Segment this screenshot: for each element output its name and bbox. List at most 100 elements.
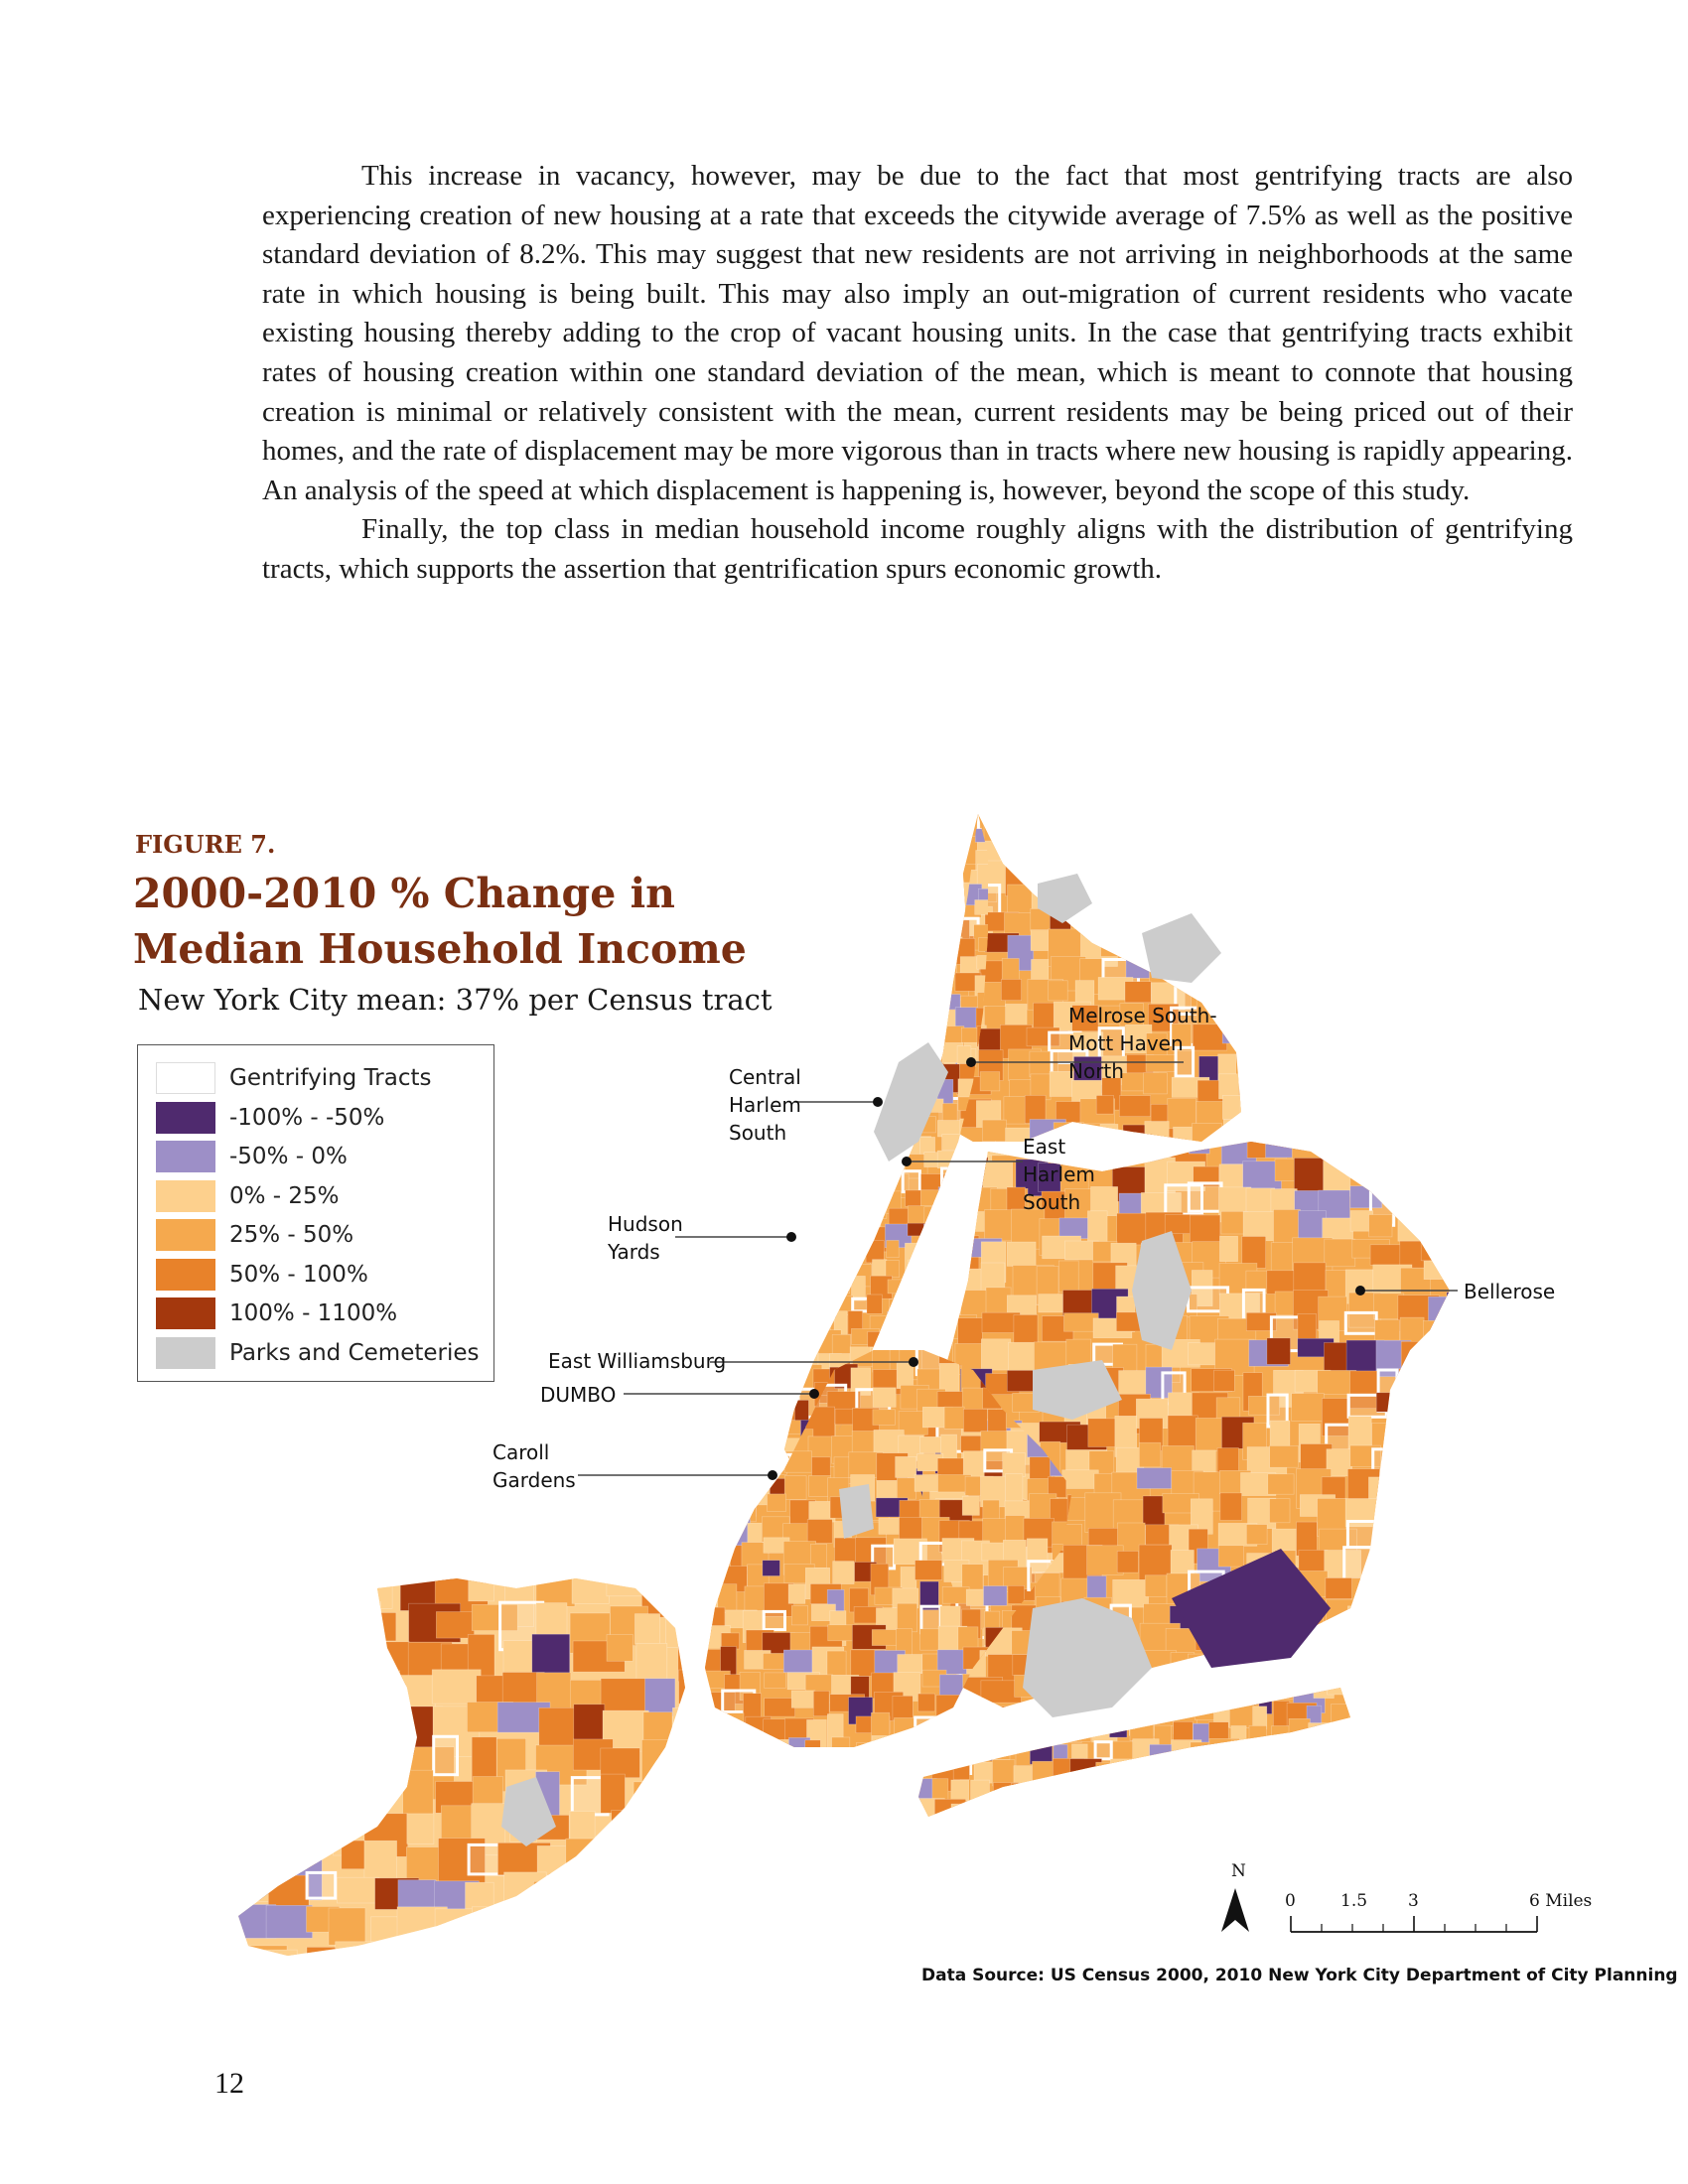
tract	[671, 1774, 685, 1816]
tract	[1267, 1805, 1293, 1817]
legend-swatch	[156, 1258, 215, 1291]
tract	[914, 1239, 942, 1276]
tract	[888, 833, 916, 859]
tract	[962, 1450, 985, 1478]
tract	[784, 1013, 794, 1039]
tract	[1168, 1688, 1185, 1714]
tract	[238, 1809, 288, 1845]
tract	[1143, 1683, 1165, 1707]
tract	[1108, 1779, 1126, 1802]
tract	[1195, 857, 1217, 889]
tract	[739, 1493, 757, 1523]
central-park	[874, 1042, 948, 1161]
tract	[744, 1452, 774, 1476]
tract	[793, 1224, 812, 1248]
tract	[744, 1350, 778, 1379]
tract	[304, 1707, 334, 1761]
tract	[1119, 1095, 1152, 1117]
tract	[979, 1071, 1001, 1092]
tract	[1398, 1368, 1427, 1408]
tract	[1288, 1718, 1311, 1748]
north-arrow: N	[1221, 1861, 1249, 1932]
tract	[260, 1578, 301, 1615]
tract	[1287, 1740, 1311, 1756]
tract	[472, 1776, 503, 1805]
tract	[1327, 1688, 1350, 1696]
tract	[963, 1409, 988, 1433]
tract	[1330, 1758, 1348, 1775]
tract	[832, 904, 853, 923]
tract	[1346, 1761, 1350, 1787]
tract	[853, 1042, 880, 1068]
tract	[1150, 885, 1188, 919]
tract	[1195, 886, 1221, 914]
tract	[957, 814, 975, 831]
tract	[1266, 1337, 1291, 1365]
tract	[917, 916, 935, 939]
tract	[272, 1742, 304, 1777]
tract	[784, 1028, 802, 1046]
tract	[832, 1227, 853, 1255]
tract	[794, 1010, 818, 1024]
tract	[598, 1950, 633, 1956]
tract	[831, 1102, 846, 1130]
tract	[835, 1011, 861, 1038]
tract	[1130, 1783, 1153, 1811]
tract	[675, 1813, 685, 1845]
tract	[1116, 1212, 1152, 1246]
tract	[834, 971, 861, 1003]
tract	[1451, 1522, 1472, 1552]
tract	[830, 887, 852, 915]
tract	[1269, 1445, 1299, 1468]
tract	[784, 831, 799, 846]
legend-swatch	[156, 1297, 215, 1329]
tract	[1000, 979, 1022, 1002]
tract	[1342, 1679, 1368, 1703]
tract	[812, 1245, 839, 1269]
tract	[606, 1578, 645, 1597]
tract	[571, 1578, 610, 1604]
tract	[987, 1706, 1011, 1707]
tract	[330, 1641, 365, 1674]
tract	[1368, 1550, 1406, 1576]
tract	[1342, 1546, 1373, 1584]
tract	[1393, 1679, 1432, 1707]
tract	[1321, 1654, 1343, 1681]
tract	[788, 1737, 811, 1747]
tract	[1187, 1181, 1223, 1213]
tract	[895, 1456, 917, 1478]
tract	[636, 1947, 682, 1956]
tract	[1453, 1684, 1487, 1718]
tract	[870, 884, 900, 899]
tract	[1190, 1741, 1216, 1773]
tract	[784, 923, 800, 950]
tract	[1032, 1798, 1049, 1817]
tract	[1451, 1160, 1472, 1196]
tract	[1376, 1142, 1396, 1171]
tract	[1309, 1739, 1327, 1769]
pelham-bay-park	[1142, 913, 1221, 983]
tract	[869, 1030, 896, 1046]
legend-swatch	[156, 1141, 215, 1172]
svg-text:N: N	[1231, 1861, 1246, 1881]
tract	[888, 882, 911, 904]
tract	[793, 991, 825, 1013]
tract	[1127, 835, 1160, 858]
tract	[1100, 929, 1119, 957]
page-number: 12	[214, 2067, 244, 2100]
tract	[1239, 928, 1241, 957]
tract	[1016, 1725, 1044, 1752]
tract	[1397, 1212, 1439, 1242]
tract	[238, 1849, 270, 1901]
prospect-park	[839, 1484, 874, 1539]
tract	[1376, 1577, 1397, 1620]
legend-item: Parks and Cemeteries	[156, 1336, 480, 1370]
tract	[1061, 1469, 1099, 1489]
tract	[1195, 1782, 1219, 1810]
tract	[1372, 1599, 1407, 1642]
tract	[887, 871, 907, 897]
tract	[1220, 931, 1239, 966]
tract	[705, 1410, 727, 1440]
jamaica-bay	[1023, 1598, 1152, 1717]
tract	[851, 1138, 872, 1165]
